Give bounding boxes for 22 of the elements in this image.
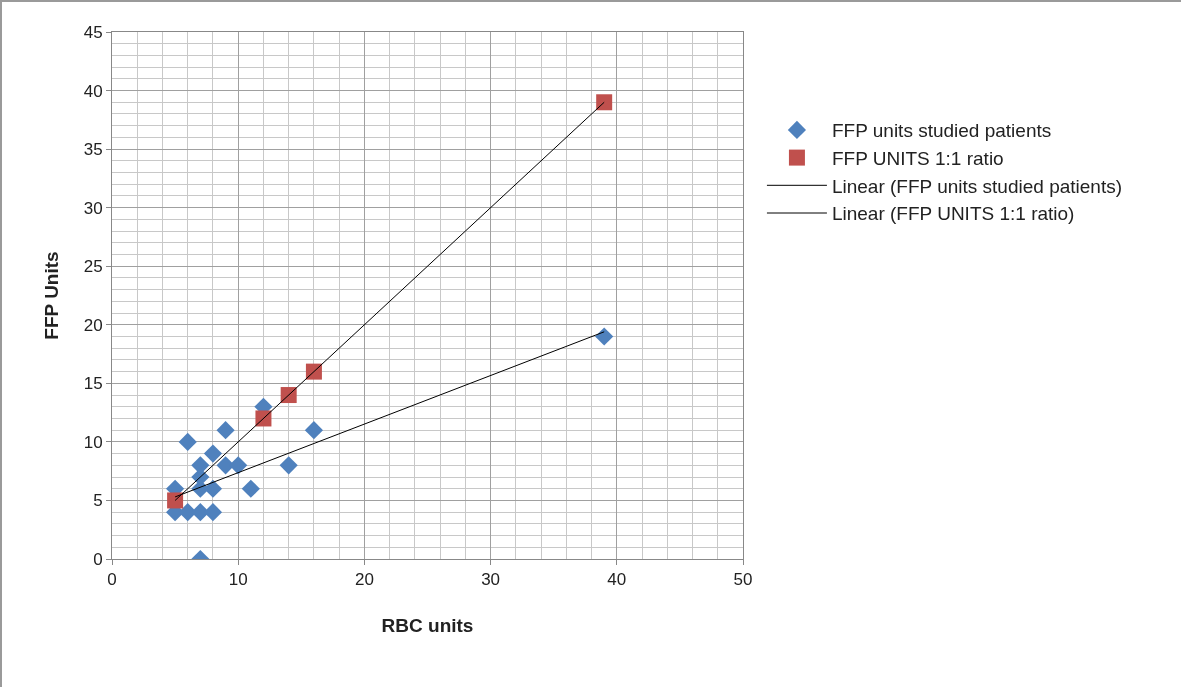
y-tick-label: 10 xyxy=(83,432,103,452)
y-tick-label: 15 xyxy=(83,374,103,394)
x-tick-label: 50 xyxy=(733,570,753,590)
y-tick-label: 20 xyxy=(83,315,103,335)
x-tick-label: 20 xyxy=(354,570,374,590)
y-tick-label: 5 xyxy=(93,491,103,511)
y-tick-label: 30 xyxy=(83,198,103,218)
legend-label: FFP units studied patients xyxy=(831,120,1052,142)
x-axis-title: RBC units xyxy=(381,615,474,637)
y-tick-label: 25 xyxy=(83,257,103,277)
legend-label: FFP UNITS 1:1 ratio xyxy=(831,148,1004,170)
x-tick-label: 30 xyxy=(481,570,501,590)
y-tick-label: 0 xyxy=(93,549,103,569)
y-tick-label: 45 xyxy=(83,22,103,42)
y-tick-label: 40 xyxy=(83,81,103,101)
legend-label: Linear (FFP units studied patients) xyxy=(831,175,1123,197)
x-tick-label: 10 xyxy=(228,570,248,590)
legend-label: Linear (FFP UNITS 1:1 ratio) xyxy=(831,203,1075,225)
x-tick-label: 40 xyxy=(607,570,627,590)
y-tick-label: 35 xyxy=(83,140,103,160)
y-axis-title: FFP Units xyxy=(40,251,62,340)
x-tick-label: 0 xyxy=(107,570,117,590)
